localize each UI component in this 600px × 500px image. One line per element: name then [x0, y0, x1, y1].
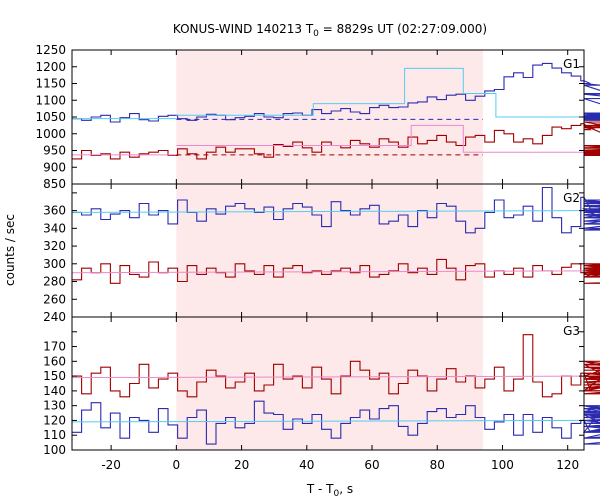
y-tick-label: 150 — [43, 369, 66, 383]
background-fit-g2-2 — [71, 210, 585, 213]
chart-title: KONUS-WIND 140213 T0 = 8829s UT (02:27:0… — [173, 22, 487, 39]
title-subscript: 0 — [313, 29, 319, 39]
y-tick-label: 160 — [43, 354, 66, 368]
panel-label-g1: G1 — [563, 57, 580, 71]
x-axis-label: T - T0, s — [306, 482, 353, 499]
y-tick-label: 240 — [43, 310, 66, 324]
series-g1-1 — [72, 121, 600, 160]
background-fit-g3-3 — [71, 375, 585, 379]
x-tick-label: 60 — [364, 458, 379, 472]
xlabel-subscript: 0 — [334, 489, 340, 499]
y-tick-label: 950 — [43, 144, 66, 158]
series-g2-0 — [72, 186, 600, 234]
y-tick-label: 1200 — [35, 60, 66, 74]
panel-label-g2: G2 — [563, 191, 580, 205]
background-fit-g1-2 — [176, 67, 584, 118]
plot-area: 850900950100010501100115012001250G124026… — [35, 43, 600, 472]
panel-frame — [71, 316, 585, 451]
y-tick-label: 360 — [43, 204, 66, 218]
y-tick-label: 170 — [43, 340, 66, 354]
y-tick-label: 120 — [43, 413, 66, 427]
y-tick-label: 320 — [43, 239, 66, 253]
y-tick-label: 1000 — [35, 127, 66, 141]
y-tick-label: 260 — [43, 292, 66, 306]
x-tick-label: -20 — [101, 458, 121, 472]
background-fit-g1-3 — [176, 124, 584, 153]
y-axis-label: counts / sec — [3, 214, 17, 286]
y-tick-label: 900 — [43, 160, 66, 174]
panel-g1: 850 900 950 1000 1050 1100 1150 1200 1250 G1 — [35, 43, 600, 191]
y-tick-label: 300 — [43, 257, 66, 271]
x-tick-label: 0 — [173, 458, 181, 472]
x-tick-label: 100 — [491, 458, 514, 472]
y-tick-label: 110 — [43, 428, 66, 442]
highlight-interval — [176, 50, 483, 450]
panel-label-g3: G3 — [563, 324, 580, 338]
y-tick-label: 1100 — [35, 93, 66, 107]
x-tick-label: 120 — [556, 458, 579, 472]
y-tick-label: 1250 — [35, 43, 66, 57]
x-tick-label: 80 — [430, 458, 445, 472]
x-tick-label: 20 — [234, 458, 249, 472]
panel-g2: 240 260 280 300 320 340 360 G2 — [43, 183, 600, 324]
background-fit-g3-2 — [71, 419, 585, 423]
series-g3-0 — [72, 400, 600, 445]
y-tick-label: 100 — [43, 443, 66, 457]
y-tick-label: 130 — [43, 399, 66, 413]
series-g3-1 — [72, 334, 600, 398]
y-tick-label: 340 — [43, 221, 66, 235]
x-tick-label: 40 — [299, 458, 314, 472]
xlabel-rest: , s — [339, 482, 353, 496]
y-tick-label: 1150 — [35, 77, 66, 91]
background-fit-g2-3 — [71, 270, 585, 274]
y-tick-label: 140 — [43, 384, 66, 398]
title-rest: = 8829s UT (02:27:09.000) — [319, 22, 487, 36]
y-tick-label: 280 — [43, 275, 66, 289]
y-tick-label: 1050 — [35, 110, 66, 124]
y-tick-label: 850 — [43, 177, 66, 191]
